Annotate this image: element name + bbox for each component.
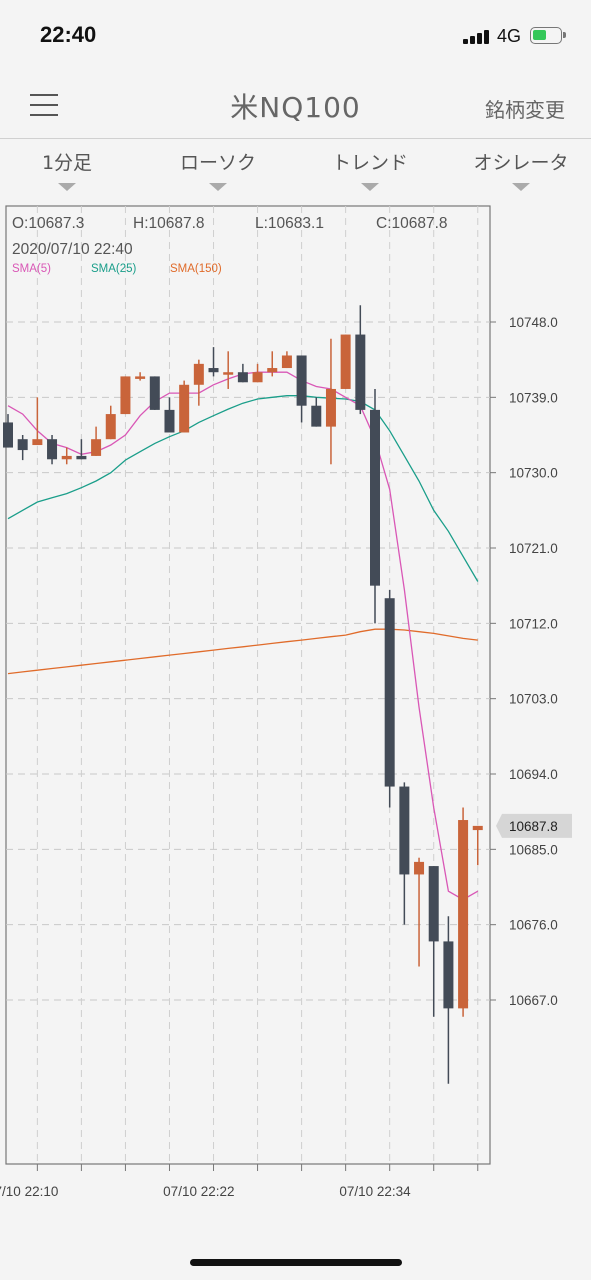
home-indicator [190, 1259, 402, 1266]
candle-up [179, 380, 190, 433]
x-tick-label: 07/10 22:34 [339, 1184, 411, 1199]
battery-charging-icon [530, 27, 566, 44]
candle-down [443, 916, 454, 1084]
candle-up [472, 825, 483, 866]
sma25-line [7, 395, 479, 582]
y-tick-label: 10676.0 [509, 918, 558, 933]
candle-down [399, 782, 410, 925]
x-tick-label: 07/10 22:22 [163, 1184, 234, 1199]
status-time: 22:40 [40, 22, 97, 47]
candle-up [105, 405, 116, 440]
candle-down [164, 397, 175, 433]
y-tick-label: 10739.0 [509, 390, 558, 405]
y-tick-label: 10667.0 [509, 993, 558, 1008]
cellular-signal-icon [463, 30, 493, 44]
candle-down [311, 397, 322, 427]
tab-trend[interactable]: トレンド [305, 148, 435, 191]
candle-up [193, 359, 204, 406]
tab-label: ローソク [179, 152, 256, 174]
status-bar: 22:40 4G [0, 0, 591, 70]
candle-up [223, 351, 234, 389]
candles [3, 305, 483, 1084]
candle-down [208, 347, 219, 377]
candle-up [61, 447, 72, 465]
hamburger-menu-icon[interactable] [30, 94, 58, 116]
candle-down [17, 435, 28, 461]
candle-down [3, 414, 13, 448]
ohlc-datetime: 2020/07/10 22:40 [12, 241, 133, 258]
y-axis: 10748.0 10739.0 10730.0 10721.0 10712.0 10703… [490, 315, 558, 1008]
chart-option-tabs: 1分足 ローソク トレンド オシレータ [0, 140, 591, 200]
tab-chart-type[interactable]: ローソク [153, 148, 283, 191]
candle-up [32, 397, 43, 446]
dropdown-arrow-icon [361, 183, 379, 191]
legend-sma150: SMA(150) [170, 263, 222, 275]
candle-down [428, 866, 439, 1017]
price-chart[interactable]: 10748.0 10739.0 10730.0 10721.0 10712.0 10703… [0, 200, 591, 1210]
ohlc-open: O:10687.3 [12, 215, 84, 232]
change-symbol-button[interactable]: 銘柄変更 [485, 98, 565, 122]
ohlc-close: C:10687.8 [376, 215, 448, 232]
y-tick-label: 10703.0 [509, 692, 558, 707]
candle-up [91, 426, 102, 456]
tab-label: トレンド [331, 152, 408, 174]
candle-down [76, 439, 87, 460]
y-tick-label: 10748.0 [509, 315, 558, 330]
candle-down [370, 388, 380, 624]
sma-legend: SMA(5) SMA(25) SMA(150) [12, 263, 222, 275]
dropdown-arrow-icon [512, 183, 530, 191]
x-tick-label: 07/10 22:10 [0, 1184, 58, 1199]
network-type: 4G [497, 26, 522, 46]
candle-down [47, 435, 58, 465]
ohlc-low: L:10683.1 [255, 215, 324, 232]
y-tick-label: 10730.0 [509, 466, 558, 481]
dropdown-arrow-icon [209, 183, 227, 191]
candle-up [135, 372, 146, 381]
candle-up [120, 376, 131, 415]
candle-down [149, 376, 160, 410]
current-price-tag: 10687.8 [496, 813, 572, 838]
chart-plot-frame [5, 205, 491, 1165]
y-tick-label: 10721.0 [509, 541, 558, 556]
candle-up [325, 338, 336, 465]
candle-up [458, 807, 469, 1017]
ohlc-info: O:10687.3 H:10687.8 L:10683.1 C:10687.8 … [12, 215, 448, 258]
dropdown-arrow-icon [58, 183, 76, 191]
tab-label: オシレータ [473, 152, 569, 174]
tab-timeframe[interactable]: 1分足 [2, 148, 132, 191]
candle-down [296, 355, 307, 423]
candle-up [340, 334, 351, 389]
candle-down [237, 363, 248, 383]
candle-down [384, 589, 395, 808]
tab-label: 1分足 [41, 152, 93, 174]
candle-up [281, 351, 292, 369]
candle-up [252, 363, 263, 383]
y-tick-label: 10685.0 [509, 842, 558, 857]
current-price-label: 10687.8 [509, 819, 558, 834]
page-title: 米NQ100 [230, 91, 361, 124]
ohlc-high: H:10687.8 [133, 215, 205, 232]
candle-down [355, 305, 366, 415]
x-axis: 07/10 22:10 07/10 22:22 07/10 22:34 [0, 1164, 479, 1199]
sma150-line [7, 628, 478, 675]
candle-up [414, 857, 425, 967]
nav-bar: 米NQ100 銘柄変更 [0, 70, 591, 139]
legend-sma5: SMA(5) [12, 263, 51, 275]
y-tick-label: 10694.0 [509, 767, 558, 782]
legend-sma25: SMA(25) [91, 263, 137, 275]
tab-oscillator[interactable]: オシレータ [456, 148, 586, 191]
candle-up [267, 351, 278, 377]
y-tick-label: 10712.0 [509, 616, 558, 631]
